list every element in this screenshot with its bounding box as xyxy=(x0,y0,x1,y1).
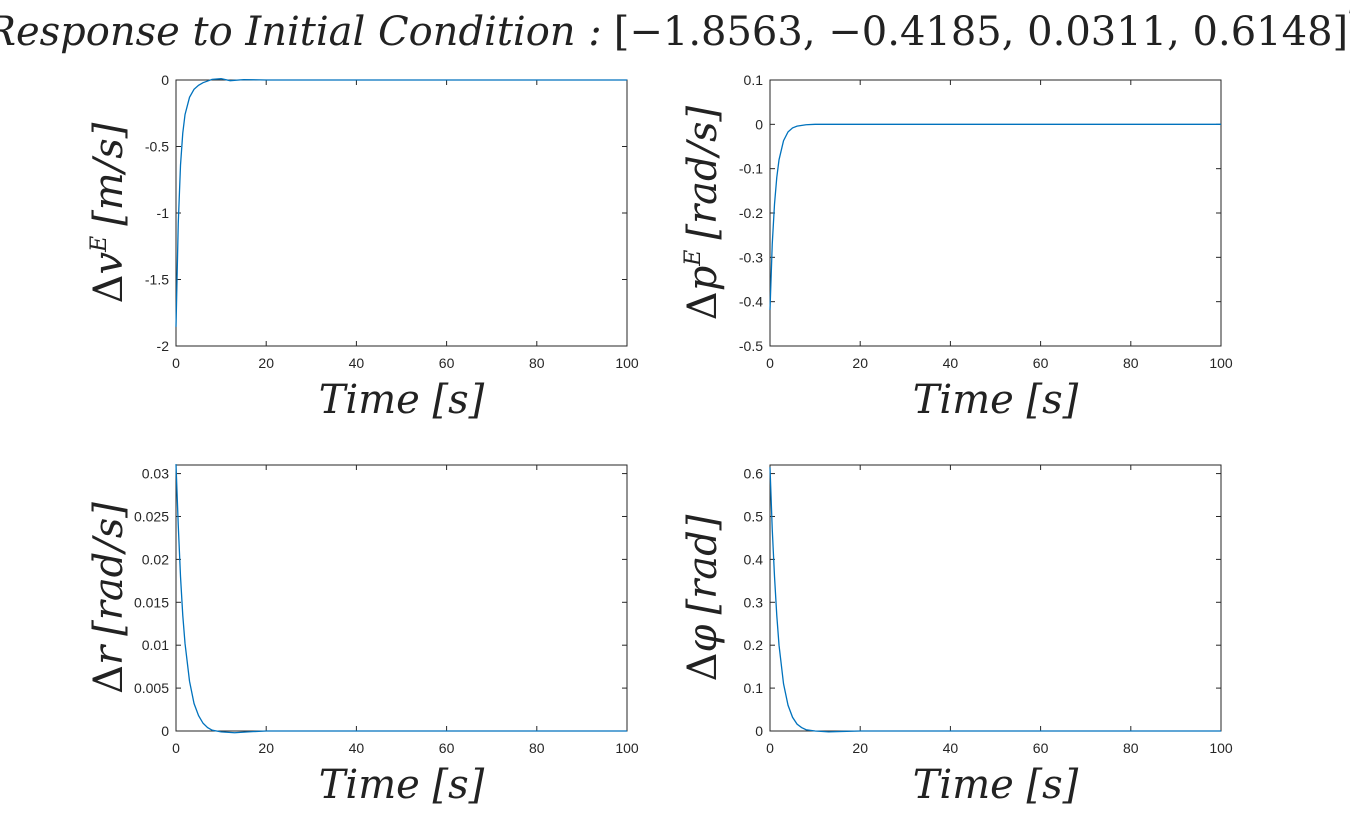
y-tick-label: 0 xyxy=(161,72,169,88)
x-tick-label: 20 xyxy=(258,740,274,756)
y-tick-label: 0.4 xyxy=(744,551,764,567)
x-tick-label: 0 xyxy=(172,740,180,756)
y-label-delta: Δ xyxy=(86,665,132,694)
y-tick-label: 0.2 xyxy=(744,637,764,653)
x-tick-label: 100 xyxy=(1209,355,1233,371)
subplot-3: 0 20 40 60 80 100 0 0.005 0.01 0.015 0.02 0.025 0.03… xyxy=(86,464,639,808)
y-label-base: v xyxy=(86,251,132,274)
x-tick-label: 80 xyxy=(529,740,545,756)
y-tick-label: 0.02 xyxy=(142,551,169,567)
plot-area xyxy=(175,79,628,347)
x-tick-label: 40 xyxy=(943,740,959,756)
x-tick-label: 40 xyxy=(349,355,365,371)
y-tick-label: -0.1 xyxy=(739,161,763,177)
y-tick-label: -1 xyxy=(157,205,170,221)
y-tick-label: -0.4 xyxy=(739,294,763,310)
y-label-base: φ xyxy=(680,624,726,652)
y-label-delta: Δ xyxy=(680,652,726,681)
x-tick-label: 60 xyxy=(1033,355,1049,371)
x-tick-label: 100 xyxy=(615,355,639,371)
series-line-1 xyxy=(175,464,627,734)
y-tick-label: 0.5 xyxy=(744,508,764,524)
x-tick-label: 20 xyxy=(258,355,274,371)
x-tick-label: 40 xyxy=(349,740,365,756)
y-tick-label: 0 xyxy=(755,723,763,739)
y-tick-label: 0.1 xyxy=(744,680,764,696)
y-label-delta: Δ xyxy=(680,291,726,320)
y-axis-label: Δφ [rad] xyxy=(680,514,726,681)
y-label-sup: E xyxy=(87,236,112,253)
subplot-1: 0 20 40 60 80 100 -2 -1.5 -1 -0.5 0 Time [s] ΔvE [m/s… xyxy=(86,72,639,423)
y-tick-label: -0.5 xyxy=(145,139,169,155)
y-axis-label: ΔvE [m/s] xyxy=(86,122,132,303)
x-tick-label: 100 xyxy=(615,740,639,756)
y-tick-label: 0.01 xyxy=(142,637,169,653)
series-line-1 xyxy=(769,123,1221,310)
x-tick-label: 60 xyxy=(439,740,455,756)
plot-area xyxy=(769,464,1222,732)
y-tick-label: 0.1 xyxy=(744,72,764,88)
y-label-unit: [m/s] xyxy=(86,122,132,226)
y-tick-label: 0.6 xyxy=(744,466,764,482)
y-tick-label: -0.3 xyxy=(739,249,763,265)
y-tick-label: 0.005 xyxy=(134,680,169,696)
y-label-delta: Δ xyxy=(86,274,132,303)
y-tick-label: 0.03 xyxy=(142,466,169,482)
x-axis-label: Time [s] xyxy=(913,762,1079,808)
y-label-unit: [rad] xyxy=(680,514,726,614)
x-tick-label: 0 xyxy=(172,355,180,371)
x-axis-label: Time [s] xyxy=(319,762,485,808)
x-tick-label: 80 xyxy=(529,355,545,371)
y-label-base: r xyxy=(86,643,132,665)
title-prefix: Response to Initial Condition : xyxy=(0,9,602,55)
x-tick-label: 40 xyxy=(943,355,959,371)
x-tick-label: 80 xyxy=(1123,740,1139,756)
series-line-1 xyxy=(769,467,1221,733)
series-line-1 xyxy=(175,78,627,327)
y-label-unit: [rad/s] xyxy=(86,502,132,636)
y-tick-label: 0.015 xyxy=(134,594,169,610)
x-tick-label: 0 xyxy=(766,355,774,371)
y-tick-label: 0 xyxy=(755,116,763,132)
plot-area xyxy=(769,79,1222,347)
subplot-2: 0 20 40 60 80 100 -0.5 -0.4 -0.3 -0.2 -0.1 0 0.1 Time… xyxy=(680,72,1233,423)
y-tick-label: -0.2 xyxy=(739,205,763,221)
y-axis-label: Δr [rad/s] xyxy=(86,502,132,694)
x-tick-label: 20 xyxy=(852,355,868,371)
y-label-base: p xyxy=(680,266,726,292)
x-tick-label: 80 xyxy=(1123,355,1139,371)
y-label-unit: [rad/s] xyxy=(680,105,726,239)
figure-title: Response to Initial Condition : [−1.8563,… xyxy=(0,5,1350,55)
x-axis-label: Time [s] xyxy=(319,377,485,423)
x-tick-label: 100 xyxy=(1209,740,1233,756)
x-tick-label: 60 xyxy=(439,355,455,371)
y-tick-label: 0.3 xyxy=(744,594,764,610)
x-axis-label: Time [s] xyxy=(913,377,1079,423)
y-label-sup: E xyxy=(681,250,706,267)
y-tick-label: 0.025 xyxy=(134,508,169,524)
y-tick-label: 0 xyxy=(161,723,169,739)
y-tick-label: -2 xyxy=(157,338,170,354)
subplot-4: 0 20 40 60 80 100 0 0.1 0.2 0.3 0.4 0.5 0.6 Time [s] Δ… xyxy=(680,464,1233,808)
x-tick-label: 0 xyxy=(766,740,774,756)
plot-area xyxy=(175,464,628,732)
y-tick-label: -0.5 xyxy=(739,338,763,354)
y-axis-label: ΔpE [rad/s] xyxy=(680,105,726,320)
title-vector: [−1.8563, −0.4185, 0.0311, 0.6148] xyxy=(614,9,1348,55)
title-superscript: T xyxy=(1348,5,1350,33)
x-tick-label: 60 xyxy=(1033,740,1049,756)
y-tick-label: -1.5 xyxy=(145,272,169,288)
x-tick-label: 20 xyxy=(852,740,868,756)
